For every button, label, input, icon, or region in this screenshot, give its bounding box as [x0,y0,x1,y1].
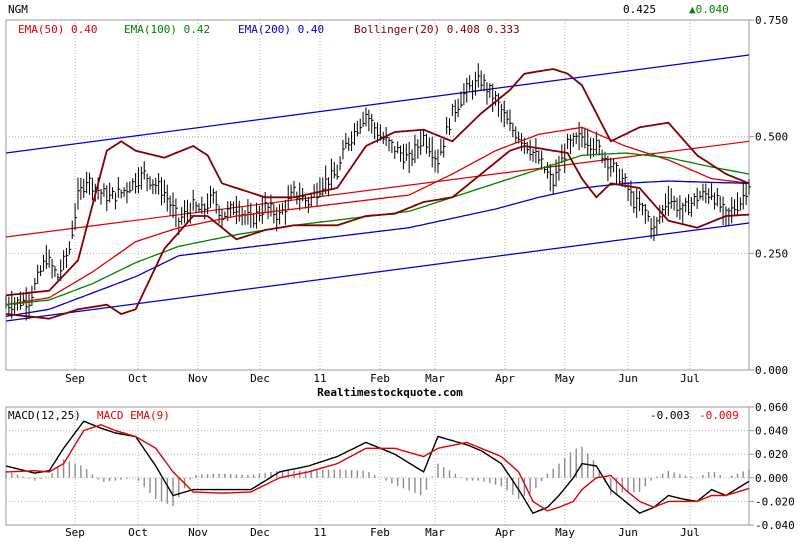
price-tick-label: 0.000 [755,364,788,377]
price-x-label: Feb [370,372,390,385]
legend-ema100: EMA(100) 0.42 [124,23,210,36]
macd-x-label: Feb [370,526,390,539]
bollinger-lower-line [5,145,750,320]
macd-x-label: Dec [250,526,270,539]
ticker-symbol: NGM [8,3,28,16]
macd-tick-label: -0.020 [755,495,795,508]
last-price: 0.425 [623,3,656,16]
legend-ema50: EMA(50) 0.40 [18,23,97,36]
macd-x-label: 11 [313,526,326,539]
price-tick-label: 0.750 [755,14,788,27]
ema-50--line [5,126,750,306]
channel-upper-line [5,54,750,154]
price-x-label: Sep [65,372,85,385]
macd-ema-value: -0.009 [699,409,739,422]
trend-line [5,140,750,238]
price-x-label: Jul [680,372,700,385]
price-change: ▲0.040 [689,3,729,16]
legend-bollinger: Bollinger(20) 0.408 0.333 [354,23,520,36]
macd-tick-label: 0.060 [755,401,788,414]
price-x-label: 11 [313,372,326,385]
macd-series-layer [5,420,750,515]
price-x-label: Oct [128,372,148,385]
price-x-label: Mar [425,372,445,385]
macd-x-label: Oct [128,526,148,539]
macd-x-label: May [555,526,575,539]
ema-200--line [5,180,749,317]
macd-x-label: Apr [495,526,515,539]
macd-x-label: Mar [425,526,445,539]
price-x-label: May [555,372,575,385]
macd-tick-label: 0.000 [755,472,788,485]
macd-x-label: Jun [618,526,638,539]
legend-ema200: EMA(200) 0.40 [238,23,324,36]
price-y-ticks: 0.750 0.500 0.250 0.000 [749,14,788,377]
price-series-layer [5,54,751,322]
macd-grid [6,407,749,525]
price-x-label: Apr [495,372,515,385]
macd-tick-label: -0.040 [755,519,795,532]
price-x-label: Dec [250,372,270,385]
macd-value: -0.003 [650,409,690,422]
macd-tick-label: 0.020 [755,448,788,461]
channel-lower-line [5,222,750,322]
watermark: Realtimestockquote.com [317,386,463,399]
bollinger-upper-line [5,68,750,297]
macd-x-label: Jul [680,526,700,539]
macd-label: MACD(12,25) [8,409,81,422]
price-x-label: Nov [188,372,208,385]
macd-ema-label: MACD EMA(9) [97,409,170,422]
macd-y-ticks: 0.060 0.040 0.020 0.000 -0.020 -0.040 [749,401,795,532]
macd-x-ticks: Sep Oct Nov Dec 11 Feb Mar Apr May Jun Jul [65,526,700,539]
price-tick-label: 0.500 [755,131,788,144]
price-panel-frame [5,19,750,371]
macd-x-label: Nov [188,526,208,539]
price-x-ticks: Sep Oct Nov Dec 11 Feb Mar Apr May Jun Jul [65,372,700,385]
price-tick-label: 0.250 [755,247,788,260]
macd-x-label: Sep [65,526,85,539]
macd-tick-label: 0.040 [755,425,788,438]
macd-ema-line [5,423,750,512]
price-x-label: Jun [618,372,638,385]
macd-panel-frame [5,406,750,526]
